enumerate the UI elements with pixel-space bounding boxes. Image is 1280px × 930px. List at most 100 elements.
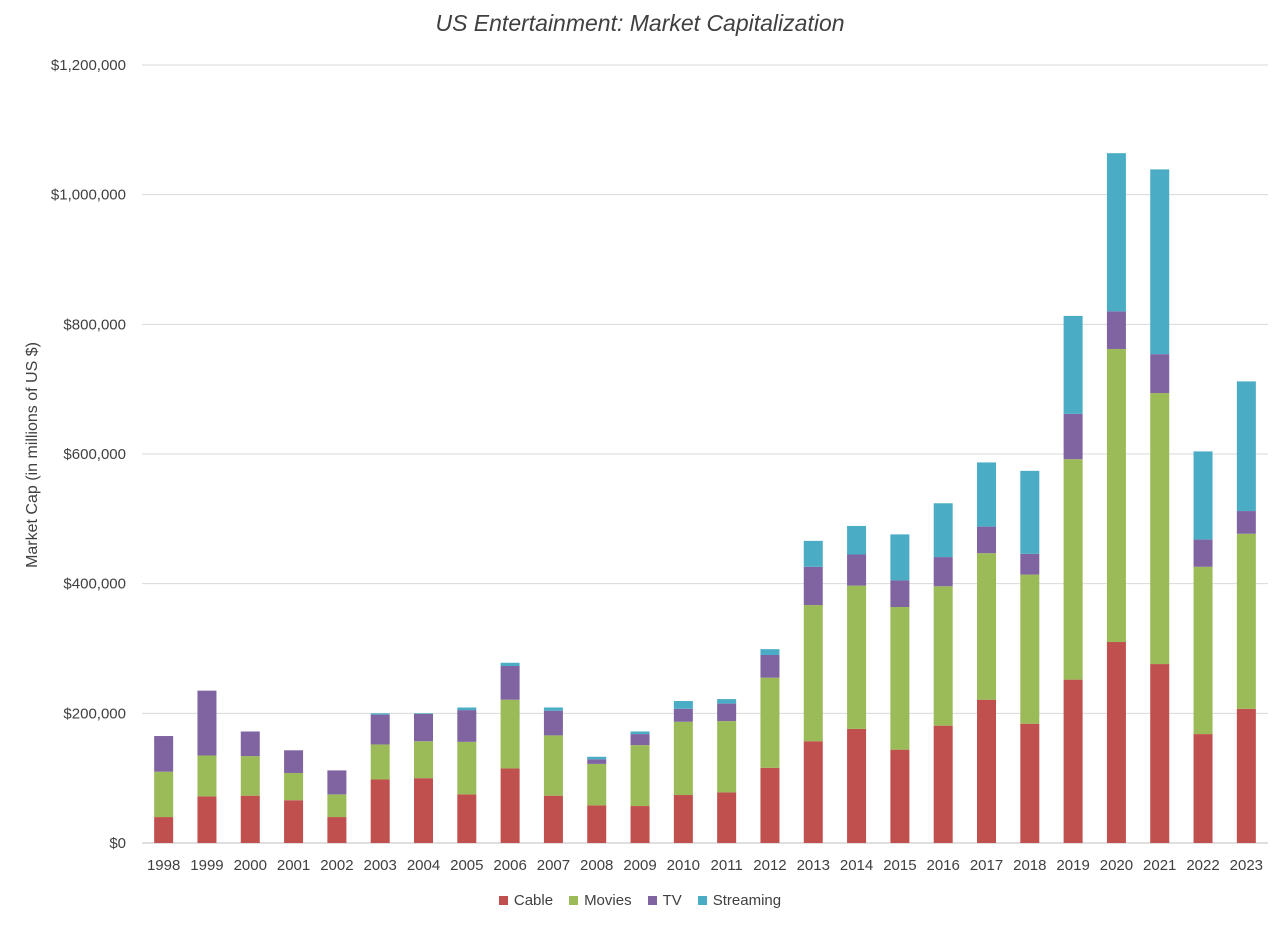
- bar-streaming-2018: [1020, 470, 1040, 554]
- bar-cable-2014: [847, 728, 867, 843]
- x-tick-label: 2019: [1056, 857, 1089, 874]
- x-tick-label: 2002: [320, 857, 353, 874]
- legend-label: TV: [662, 892, 682, 909]
- y-tick-label: $600,000: [63, 446, 126, 463]
- bar-streaming-2003: [370, 713, 390, 715]
- bar-streaming-2007: [543, 707, 563, 711]
- bar-movies-2006: [500, 699, 520, 769]
- bar-movies-2011: [717, 721, 737, 793]
- x-tick-label: 2015: [883, 857, 916, 874]
- x-tick-label: 2004: [407, 857, 440, 874]
- bar-movies-2004: [414, 741, 433, 779]
- bar-streaming-2006: [500, 662, 520, 667]
- bar-tv-2017: [977, 526, 996, 554]
- bar-tv-2005: [457, 710, 477, 742]
- legend-swatch: [647, 896, 657, 905]
- legend-item-cable: Cable: [498, 892, 553, 909]
- bar-cable-2004: [414, 778, 433, 843]
- bar-movies-2007: [543, 735, 563, 796]
- bar-movies-2009: [630, 745, 650, 807]
- bar-streaming-2005: [457, 707, 477, 711]
- bar-streaming-2008: [587, 756, 607, 760]
- bar-movies-2002: [327, 794, 347, 818]
- legend-label: Streaming: [712, 892, 782, 909]
- x-tick-label: 2013: [797, 857, 830, 874]
- bar-cable-2003: [370, 779, 390, 843]
- bar-cable-2012: [760, 767, 780, 843]
- bar-movies-2010: [673, 721, 693, 796]
- x-tick-label: 2007: [537, 857, 570, 874]
- bar-streaming-2020: [1106, 153, 1126, 312]
- y-tick-label: $1,200,000: [51, 57, 126, 74]
- y-tick-label: $400,000: [63, 576, 126, 593]
- bar-streaming-2019: [1063, 315, 1083, 414]
- legend-item-streaming: Streaming: [697, 892, 782, 909]
- x-tick-label: 2017: [970, 857, 1003, 874]
- bar-cable-2016: [933, 725, 953, 843]
- x-tick-label: 2022: [1186, 857, 1219, 874]
- bar-tv-2000: [240, 731, 260, 757]
- bar-movies-2014: [847, 585, 867, 729]
- bar-movies-2005: [457, 741, 477, 795]
- bar-tv-2019: [1063, 413, 1083, 460]
- bar-tv-2006: [500, 666, 520, 700]
- bar-tv-2002: [327, 770, 347, 795]
- x-tick-label: 2011: [711, 857, 743, 874]
- bar-streaming-2009: [630, 731, 650, 735]
- bar-streaming-2013: [803, 540, 823, 567]
- bar-tv-2012: [760, 654, 780, 678]
- bar-cable-1998: [154, 817, 174, 843]
- bar-cable-2008: [587, 805, 607, 843]
- bar-cable-2000: [240, 795, 260, 843]
- legend-item-movies: Movies: [569, 892, 632, 909]
- bar-tv-2001: [284, 750, 304, 773]
- bar-streaming-2012: [760, 649, 780, 655]
- bar-movies-2008: [587, 763, 607, 806]
- bar-tv-2018: [1020, 553, 1040, 575]
- bar-cable-2019: [1063, 679, 1083, 843]
- bar-cable-2010: [673, 795, 693, 843]
- bar-streaming-2014: [847, 525, 867, 555]
- bar-streaming-2021: [1150, 169, 1170, 355]
- bar-cable-2001: [284, 800, 304, 843]
- bar-streaming-2010: [673, 701, 693, 709]
- bar-tv-2020: [1106, 311, 1126, 349]
- y-tick-label: $0: [109, 835, 126, 852]
- x-tick-label: 1999: [190, 857, 223, 874]
- bar-streaming-2016: [933, 503, 953, 558]
- bar-movies-2016: [933, 586, 953, 726]
- bar-tv-1998: [154, 736, 174, 772]
- y-tick-label: $800,000: [63, 316, 126, 333]
- legend-swatch: [498, 896, 508, 905]
- bar-movies-2012: [760, 677, 780, 768]
- bar-tv-1999: [197, 690, 217, 756]
- x-tick-label: 2021: [1143, 857, 1176, 874]
- legend-item-tv: TV: [647, 892, 682, 909]
- bar-cable-2018: [1020, 723, 1040, 843]
- x-tick-label: 2001: [277, 857, 310, 874]
- bar-tv-2009: [630, 734, 650, 746]
- x-tick-label: 2018: [1013, 857, 1046, 874]
- bar-movies-1998: [154, 771, 174, 818]
- bar-tv-2004: [414, 713, 433, 742]
- bar-movies-2018: [1020, 574, 1040, 724]
- x-tick-label: 2023: [1230, 857, 1263, 874]
- x-tick-label: 1998: [147, 857, 180, 874]
- bar-cable-2009: [630, 806, 650, 843]
- x-tick-label: 2009: [623, 857, 656, 874]
- bar-tv-2013: [803, 566, 823, 606]
- x-tick-label: 2008: [580, 857, 613, 874]
- x-tick-label: 2006: [493, 857, 526, 874]
- bar-movies-2001: [284, 772, 304, 801]
- y-tick-label: $200,000: [63, 705, 126, 722]
- bar-cable-2020: [1106, 642, 1126, 843]
- bar-tv-2022: [1193, 539, 1213, 567]
- bar-cable-2022: [1193, 734, 1213, 843]
- bar-movies-2000: [240, 756, 260, 796]
- bar-tv-2007: [543, 710, 563, 736]
- bar-movies-2019: [1063, 459, 1083, 680]
- bar-cable-2013: [803, 741, 823, 843]
- bar-cable-2005: [457, 794, 477, 843]
- bar-movies-2023: [1236, 533, 1256, 709]
